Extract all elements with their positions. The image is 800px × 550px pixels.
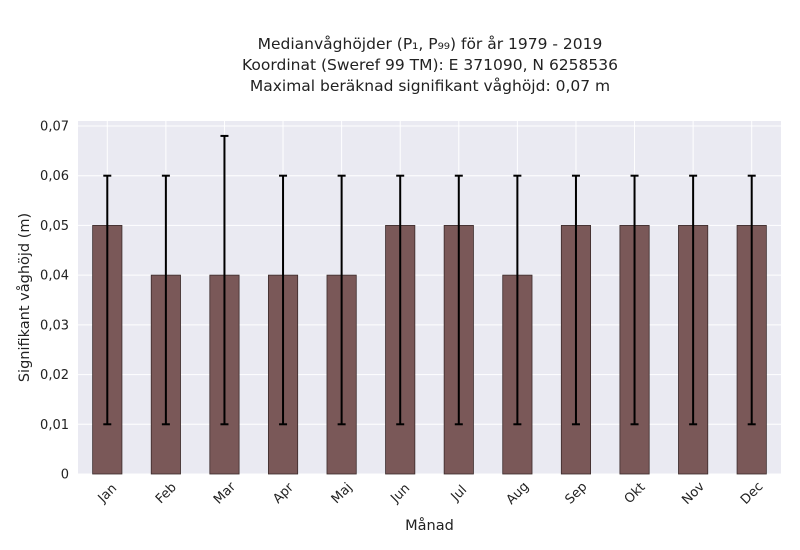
- x-tick-label: Maj: [329, 480, 356, 507]
- y-tick-label: 0,05: [40, 219, 69, 234]
- y-axis-label: Signifikant våghöjd (m): [16, 213, 33, 382]
- chart-title-line-3: Maximal beräknad signifikant våghöjd: 0,…: [249, 77, 611, 95]
- x-tick-label: Apr: [270, 480, 297, 507]
- x-tick-label: Sep: [563, 480, 591, 508]
- y-tick-label: 0: [61, 468, 69, 483]
- x-tick-label: Jan: [95, 481, 120, 506]
- x-tick-label: Dec: [738, 479, 766, 507]
- y-tick-label: 0,01: [40, 418, 69, 433]
- x-tick-label: Aug: [504, 479, 533, 508]
- y-tick-label: 0,02: [40, 368, 69, 383]
- x-axis-label: Månad: [405, 517, 454, 534]
- plot-area: [78, 121, 781, 474]
- y-tick-label: 0,04: [40, 269, 69, 284]
- y-tick-label: 0,03: [40, 318, 69, 333]
- x-tick-label: Okt: [622, 480, 649, 507]
- x-tick-label: Mar: [211, 479, 239, 507]
- chart-title-line-2: Koordinat (Sweref 99 TM): E 371090, N 62…: [242, 56, 618, 74]
- y-tick-label: 0,06: [40, 169, 69, 184]
- error-bars: [103, 134, 756, 426]
- y-axis-ticks: 0 0,01 0,02 0,03 0,04 0,05 0,06 0,07: [40, 119, 69, 482]
- x-tick-label: Jul: [448, 483, 470, 505]
- x-tick-label: Nov: [679, 479, 708, 508]
- chart-title: Medianvåghöjder (P₁, P₉₉) för år 1979 - …: [0, 34, 800, 97]
- x-axis-ticks: Jan Feb Mar Apr Maj Jun Jul Aug Sep Okt Nov Dec: [95, 479, 767, 508]
- y-tick-label: 0,07: [40, 119, 69, 134]
- chart-title-line-1: Medianvåghöjder (P₁, P₉₉) för år 1979 - …: [257, 35, 603, 53]
- x-tick-label: Feb: [153, 480, 180, 507]
- x-tick-label: Jun: [388, 481, 414, 507]
